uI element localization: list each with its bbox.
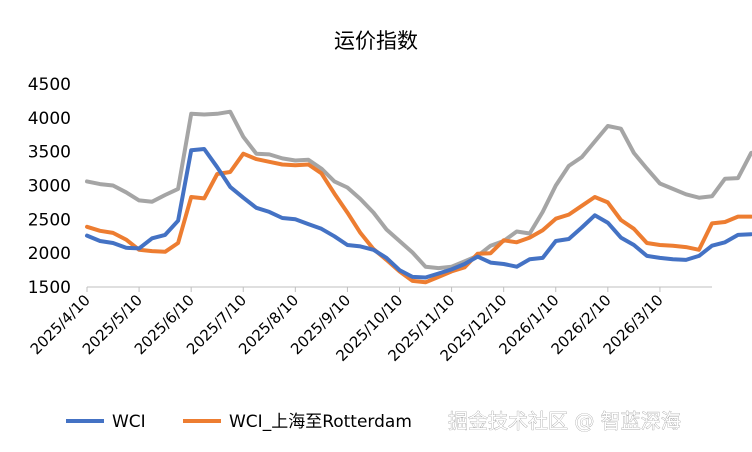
series-lines — [85, 109, 752, 285]
y-tick-label: 4500 — [28, 75, 71, 95]
y-tick-label: 4000 — [28, 109, 71, 129]
chart-title: 运价指数 — [334, 29, 418, 53]
y-tick-label: 2500 — [28, 210, 71, 230]
legend: WCI WCI_上海至Rotterdam — [66, 412, 412, 432]
watermark-text: 掘金技术社区 @ 智蓝深海 — [448, 409, 681, 433]
y-tick-label: 2000 — [28, 244, 71, 264]
y-axis-tick-labels: 1500 2000 2500 3000 3500 4000 4500 — [28, 75, 71, 298]
legend-label-wci-rotterdam: WCI_上海至Rotterdam — [229, 412, 412, 432]
legend-label-wci: WCI — [112, 412, 146, 432]
y-tick-label: 3000 — [28, 177, 71, 197]
x-axis-tick-labels: 2025/4/102025/5/102025/6/102025/7/102025… — [27, 291, 667, 365]
series-line-wci-rotterdam — [85, 151, 752, 285]
x-axis-tick-marks — [86, 287, 661, 292]
series-line-gray — [85, 109, 752, 271]
y-tick-label: 3500 — [28, 143, 71, 163]
y-tick-label: 1500 — [28, 278, 71, 298]
series-line-wci — [85, 147, 752, 280]
